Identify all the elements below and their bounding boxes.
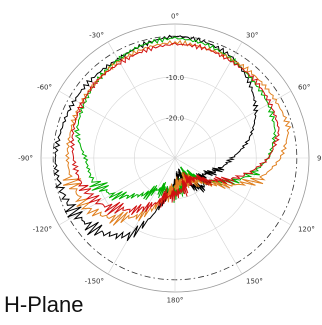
series-line [62, 39, 292, 226]
axis-labels: -10.0 -20.0 0° 30° 60° 90° 120° 150° 180° -150° -1… [18, 13, 322, 305]
angle-tick-label: -60° [37, 84, 52, 92]
angle-tick-label: 180° [167, 297, 184, 305]
radial-tick-label: -20.0 [166, 114, 184, 122]
radial-tick-label: -10.0 [166, 74, 184, 82]
angle-tick-label: 120° [298, 226, 315, 234]
angle-tick-label: 60° [298, 84, 310, 92]
angle-tick-label: -120° [33, 226, 52, 234]
grid-spoke [58, 157, 176, 226]
grid-spoke [174, 157, 292, 226]
angle-tick-label: 90° [317, 155, 322, 163]
angle-tick-label: 30° [246, 32, 258, 40]
angle-tick-label: -30° [89, 32, 104, 40]
angle-tick-label: 0° [171, 13, 179, 21]
angle-tick-label: -90° [18, 155, 33, 163]
grid-spoke [58, 90, 176, 159]
angle-tick-label: -150° [85, 277, 104, 285]
series-layer [53, 34, 292, 242]
chart-title: H-Plane [4, 292, 84, 317]
grid-spoke [174, 90, 292, 159]
series-line [69, 42, 280, 216]
angle-tick-label: 150° [246, 277, 263, 285]
